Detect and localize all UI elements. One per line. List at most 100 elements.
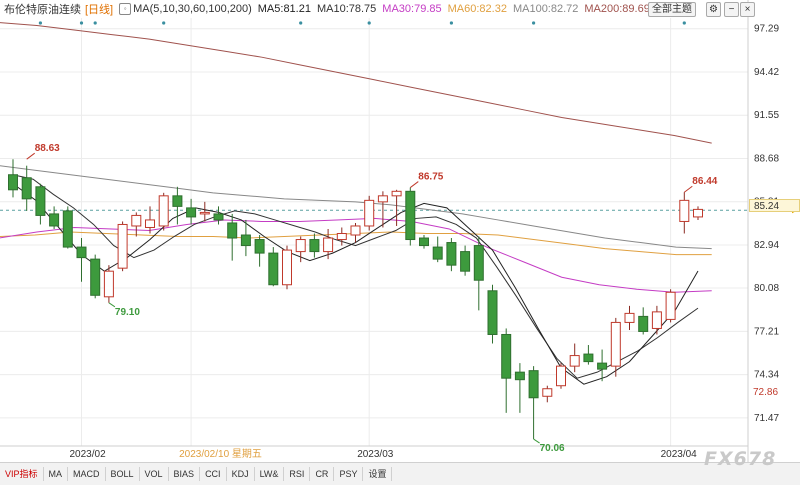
- tab-vip-indicators[interactable]: VIP指标: [0, 467, 44, 481]
- candle-body: [336, 233, 347, 241]
- candle-body: [501, 333, 512, 379]
- candle-body: [597, 362, 608, 370]
- x-axis: 2023/02 2023/02/10 星期五 2023/03 2023/04: [70, 448, 698, 460]
- moving-average-lines: [0, 22, 712, 385]
- event-dot: [367, 21, 371, 25]
- candle-body: [651, 311, 662, 329]
- tab-settings[interactable]: 设置: [363, 467, 393, 481]
- chart-legend: 布伦特原油连续 [日线] ◦ MA(5,10,30,60,100,200) MA…: [0, 0, 750, 18]
- ma-line-ma10: [12, 174, 699, 379]
- candle-body: [693, 208, 703, 218]
- tab-boll[interactable]: BOLL: [106, 467, 140, 481]
- candle-body: [583, 353, 594, 363]
- candle-body: [391, 190, 402, 197]
- annotation-label: 86.44: [692, 176, 717, 187]
- candle-body: [227, 222, 238, 239]
- candle-body: [556, 365, 566, 387]
- candle-body: [21, 177, 32, 200]
- candle-body: [377, 195, 388, 203]
- candle-body: [186, 207, 197, 218]
- tab-ma[interactable]: MA: [44, 467, 69, 481]
- minimize-icon[interactable]: −: [724, 2, 739, 17]
- event-dot: [79, 21, 84, 25]
- ma60-value: MA60:82.32: [447, 3, 507, 15]
- candle-body: [419, 237, 429, 247]
- candle-body: [665, 291, 676, 320]
- candle-body: [282, 249, 292, 286]
- event-dot: [449, 21, 453, 25]
- candle-body: [323, 237, 334, 253]
- ma30-value: MA30:79.85: [382, 3, 442, 15]
- tab-psy[interactable]: PSY: [334, 467, 364, 481]
- candle-body: [103, 270, 114, 298]
- candle-body: [679, 199, 690, 222]
- annotation-leader: [683, 185, 693, 193]
- annotation-label: 88.63: [35, 143, 60, 154]
- annotation-leader: [26, 152, 36, 160]
- tab-cci[interactable]: CCI: [200, 467, 227, 481]
- settings-icon[interactable]: ◦: [119, 3, 132, 15]
- event-dot: [532, 21, 536, 25]
- candle-body: [610, 321, 621, 367]
- last-price-tag: 85.24: [749, 199, 800, 212]
- event-dot: [38, 21, 43, 25]
- instrument-title: 布伦特原油连续: [4, 4, 81, 16]
- y-tick-label: 88.68: [754, 153, 779, 164]
- event-dot: [299, 21, 303, 25]
- candle-body: [131, 214, 142, 227]
- tab-lw[interactable]: LW&: [255, 467, 285, 481]
- candle-body: [514, 371, 525, 381]
- candle-body: [364, 199, 375, 227]
- candle-body: [624, 312, 635, 323]
- event-dot: [162, 21, 166, 25]
- annotation-label: 86.75: [418, 172, 443, 183]
- candles: [8, 159, 703, 440]
- y-tick-label: 91.55: [754, 110, 779, 121]
- close-icon[interactable]: ×: [740, 2, 755, 17]
- y-tick-label: 82.94: [754, 240, 779, 251]
- annotation-label: 70.06: [540, 443, 565, 454]
- candle-body: [268, 252, 279, 286]
- ma100-value: MA100:82.72: [512, 3, 579, 15]
- candle-body: [158, 195, 169, 227]
- event-dot: [93, 21, 97, 25]
- tab-cr[interactable]: CR: [310, 467, 335, 481]
- x-tick-label: 2023/04: [661, 449, 698, 460]
- candle-body: [35, 186, 46, 216]
- indicator-tab-bar: VIP指标 MA MACD BOLL VOL BIAS CCI KDJ LW& …: [0, 462, 800, 485]
- candle-body: [90, 258, 101, 296]
- candle-body: [473, 245, 484, 281]
- tab-bias[interactable]: BIAS: [169, 467, 201, 481]
- candlestick-chart: 88.63 79.10 86.75 70.06 86.44 97.29 94.42 91.5…: [0, 0, 798, 462]
- candle-body: [460, 251, 471, 272]
- y-tick-label: 71.47: [754, 413, 779, 424]
- candle-body: [199, 211, 210, 215]
- gear-icon[interactable]: ⚙: [706, 2, 721, 17]
- y-axis: 97.2994.4291.5588.6885.8182.9480.0877.21…: [754, 24, 779, 424]
- annotations: 88.63 79.10 86.75 70.06 86.44: [26, 21, 718, 454]
- period-label[interactable]: [日线]: [85, 4, 114, 16]
- event-dot: [682, 21, 686, 25]
- tab-macd[interactable]: MACD: [68, 467, 106, 481]
- candle-body: [172, 195, 183, 207]
- theme-dropdown[interactable]: 全部主题: [648, 2, 696, 17]
- candle-body: [638, 315, 649, 332]
- ma-line-ma200: [0, 22, 712, 144]
- candle-body: [117, 223, 128, 269]
- x-tick-label: 2023/02/10 星期五: [179, 448, 262, 460]
- candle-body: [49, 213, 60, 227]
- candle-body: [432, 246, 443, 260]
- ma-price-tag: 72.86: [753, 387, 779, 398]
- candle-body: [254, 239, 265, 254]
- watermark-logo: FX678: [704, 448, 777, 470]
- candle-body: [62, 210, 73, 248]
- y-tick-label: 74.34: [754, 370, 779, 381]
- tab-kdj[interactable]: KDJ: [227, 467, 255, 481]
- tab-vol[interactable]: VOL: [140, 467, 169, 481]
- candle-body: [240, 234, 251, 247]
- tab-rsi[interactable]: RSI: [284, 467, 311, 481]
- x-tick-label: 2023/03: [357, 449, 394, 460]
- ma-line-ma100: [0, 165, 712, 250]
- candle-body: [569, 355, 580, 367]
- candle-body: [528, 370, 539, 399]
